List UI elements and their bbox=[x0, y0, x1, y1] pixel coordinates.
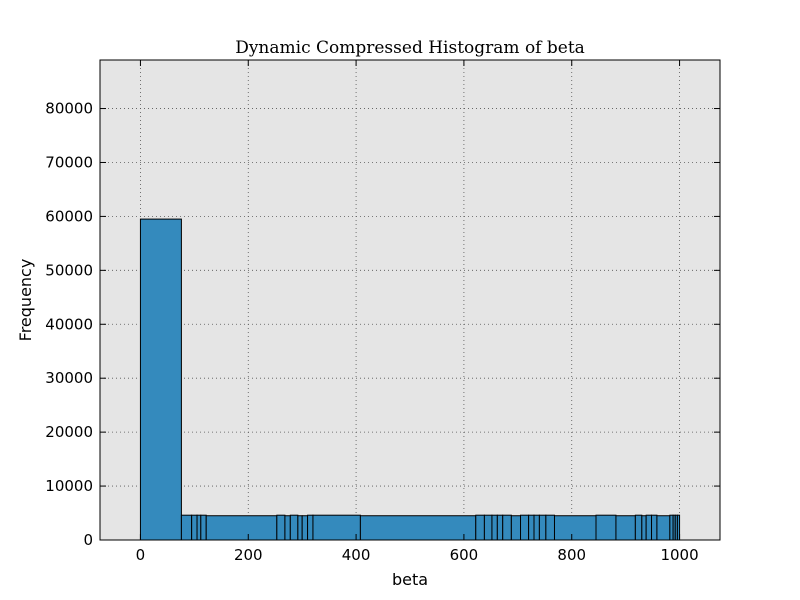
histogram-bar bbox=[510, 515, 522, 541]
plot-area bbox=[100, 60, 720, 540]
histogram-bar bbox=[641, 515, 647, 541]
histogram-bar bbox=[651, 514, 658, 541]
y-tick-label: 0 bbox=[83, 531, 93, 549]
plot-frame bbox=[99, 59, 721, 541]
x-axis-label: beta bbox=[392, 570, 428, 589]
histogram-bar bbox=[538, 514, 547, 541]
histogram-bar bbox=[196, 514, 202, 541]
histogram-bar bbox=[528, 514, 535, 541]
histogram-bar bbox=[553, 515, 597, 541]
y-axis-label: Frequency bbox=[16, 259, 35, 342]
histogram-bar bbox=[359, 515, 477, 541]
histogram-bars bbox=[139, 218, 681, 541]
histogram-bar bbox=[180, 514, 193, 541]
histogram-bar bbox=[483, 514, 493, 541]
x-tick-label: 400 bbox=[342, 546, 371, 564]
histogram-bar bbox=[545, 514, 555, 541]
chart-title: Dynamic Compressed Histogram of beta bbox=[235, 38, 585, 58]
x-tick-label: 800 bbox=[557, 546, 586, 564]
histogram-bar bbox=[297, 515, 303, 541]
x-tick-label: 1000 bbox=[660, 546, 698, 564]
histogram-bar bbox=[491, 514, 498, 541]
histogram-bar bbox=[595, 514, 617, 541]
x-tick-label: 200 bbox=[234, 546, 263, 564]
y-tick-label: 10000 bbox=[45, 477, 93, 495]
histogram-bar bbox=[615, 515, 636, 541]
histogram-bar bbox=[301, 515, 309, 541]
histogram-bar bbox=[496, 514, 504, 541]
y-tick-label: 30000 bbox=[45, 369, 93, 387]
histogram-bar bbox=[200, 514, 207, 541]
histogram-bar bbox=[307, 514, 314, 541]
y-tick-label: 50000 bbox=[45, 261, 93, 279]
y-tick-label: 60000 bbox=[45, 207, 93, 225]
histogram-bar bbox=[502, 514, 512, 541]
histogram-bar bbox=[520, 514, 530, 541]
x-axis-ticks: 0 200 400 600 800 1000 bbox=[136, 60, 699, 564]
y-tick-label: 40000 bbox=[45, 315, 93, 333]
y-tick-label: 70000 bbox=[45, 153, 93, 171]
histogram-bar bbox=[634, 514, 643, 541]
histogram-bar bbox=[205, 515, 278, 541]
histogram-bar bbox=[533, 514, 540, 541]
x-tick-label: 0 bbox=[136, 546, 146, 564]
x-tick-label: 600 bbox=[450, 546, 479, 564]
y-tick-label: 20000 bbox=[45, 423, 93, 441]
histogram-bar bbox=[191, 514, 198, 541]
histogram-bar bbox=[289, 514, 299, 541]
histogram-bar bbox=[645, 514, 653, 541]
histogram-bar bbox=[312, 514, 361, 541]
y-axis-ticks: 0 10000 20000 30000 40000 50000 60000 70000 8000… bbox=[45, 100, 720, 549]
histogram-bar bbox=[475, 514, 485, 541]
histogram-bar bbox=[656, 515, 671, 541]
histogram-bar bbox=[276, 514, 286, 541]
histogram-bar bbox=[284, 515, 291, 541]
histogram-bar bbox=[139, 218, 182, 541]
y-tick-label: 80000 bbox=[45, 100, 93, 118]
